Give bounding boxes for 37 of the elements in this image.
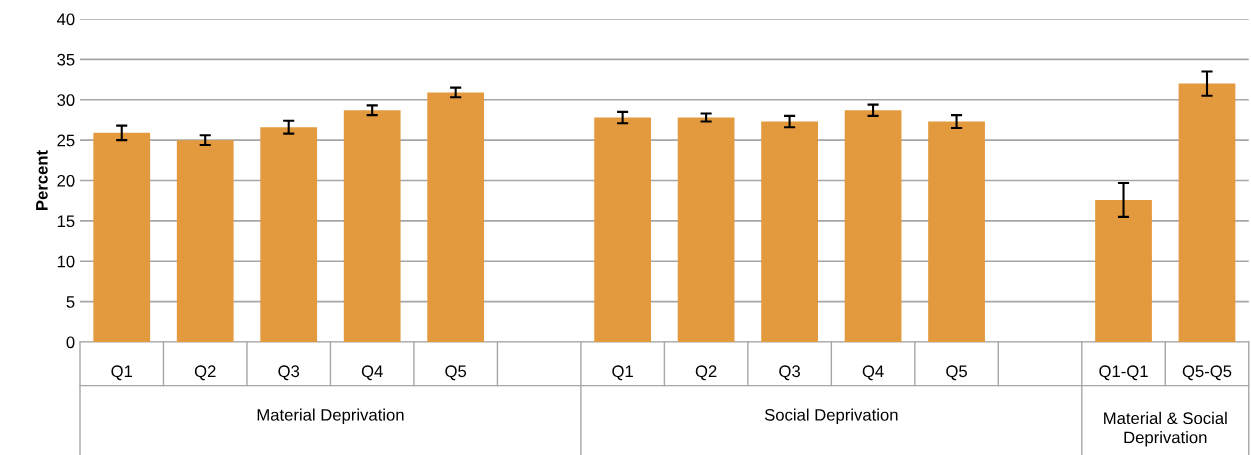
y-tick-label: 25	[57, 134, 75, 147]
bar	[594, 117, 652, 342]
bar	[260, 127, 318, 342]
bar	[928, 121, 985, 342]
y-tick-label: 30	[57, 94, 75, 106]
x-tick-label: Q5-Q5	[1182, 365, 1232, 381]
y-tick-label: 10	[57, 255, 75, 268]
bar	[1095, 199, 1152, 342]
text: Material & Social Deprivation	[1104, 411, 1227, 447]
y-axis-title: Percent	[36, 150, 48, 210]
x-tick-label: Q3	[779, 365, 800, 381]
x-tick-label: Q2	[194, 365, 216, 381]
x-tick-label: Q1-Q1	[1099, 365, 1148, 381]
bar	[844, 110, 902, 342]
x-tick-label: Q5	[445, 365, 467, 381]
x-tick-label: Q3	[278, 365, 300, 381]
text: Material Deprivation	[257, 408, 404, 425]
bar	[1178, 83, 1236, 342]
y-tick-label: 40	[56, 13, 75, 26]
x-tick-label: Q1	[111, 365, 133, 381]
text: Social Deprivation	[764, 408, 898, 425]
x-tick-label: Q4	[361, 365, 383, 381]
bar	[677, 117, 735, 342]
bar	[93, 132, 151, 342]
y-tick-label: 5	[66, 296, 75, 308]
x-tick-label: Q4	[862, 365, 884, 381]
y-tick-label: 15	[57, 215, 75, 228]
bar	[176, 140, 234, 342]
x-tick-label: Q1	[612, 365, 633, 381]
bar	[343, 110, 401, 342]
bar	[761, 121, 818, 342]
x-tick-label: Q2	[695, 365, 717, 381]
y-tick-label: 0	[66, 336, 75, 349]
bar	[427, 92, 485, 342]
y-tick-label: 20	[57, 174, 75, 187]
y-tick-label: 35	[57, 53, 75, 66]
x-tick-label: Q5	[946, 365, 967, 381]
